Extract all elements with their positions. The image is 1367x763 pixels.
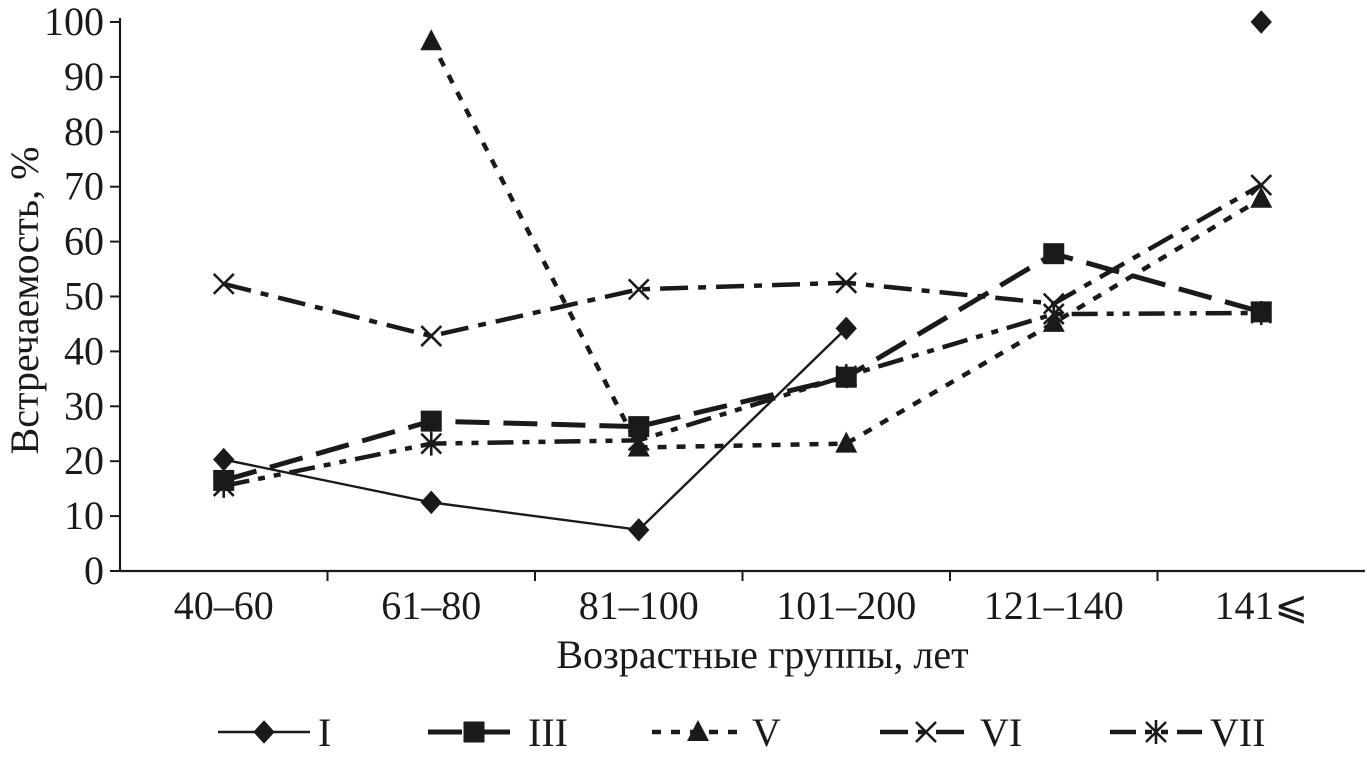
square-shape bbox=[420, 410, 442, 432]
point-VI-101–200 bbox=[835, 271, 858, 294]
point-VII-40–60 bbox=[212, 473, 235, 498]
legend-label-VI: VI bbox=[980, 710, 1022, 755]
square-shape bbox=[1043, 243, 1065, 265]
point-III-61–80 bbox=[420, 410, 442, 432]
triangle-shape bbox=[835, 431, 858, 453]
diamond-shape bbox=[835, 316, 857, 341]
asterisk-shape bbox=[212, 473, 235, 498]
diamond-shape bbox=[213, 447, 235, 472]
legend-item-I: I bbox=[218, 710, 331, 755]
asterisk-shape bbox=[1250, 300, 1273, 325]
legend-marker-I bbox=[253, 720, 275, 744]
series-line-III bbox=[223, 251, 1262, 483]
square-shape bbox=[628, 416, 650, 438]
asterisk-shape bbox=[1145, 720, 1167, 744]
asterisk-shape bbox=[835, 364, 858, 389]
series-layer bbox=[212, 10, 1273, 542]
y-tick-label: 20 bbox=[64, 438, 104, 483]
point-VII-141⩽ bbox=[1250, 300, 1273, 325]
y-tick-label: 100 bbox=[44, 0, 104, 44]
x-shape bbox=[420, 325, 443, 347]
x-ticks: 40–60 61–80 81–100 101–200 121–140 141⩽ bbox=[174, 571, 1308, 628]
y-tick-label: 40 bbox=[64, 328, 104, 373]
legend-marker-VII bbox=[1145, 720, 1167, 744]
y-tick-label: 60 bbox=[64, 219, 104, 264]
diamond-shape bbox=[628, 518, 650, 542]
asterisk-shape bbox=[420, 431, 443, 456]
y-tick-label: 80 bbox=[64, 109, 104, 154]
series-line-I bbox=[223, 327, 848, 532]
point-VII-61–80 bbox=[420, 431, 443, 456]
x-tick-label: 101–200 bbox=[776, 583, 916, 628]
point-VII-101–200 bbox=[835, 364, 858, 389]
y-ticks: 0 10 20 30 40 50 60 70 80 90 100 bbox=[44, 0, 120, 593]
asterisk-shape bbox=[627, 428, 650, 453]
point-I-81–100 bbox=[628, 518, 650, 542]
point-I-101–200 bbox=[835, 316, 857, 341]
point-I-141⩽ bbox=[1250, 10, 1272, 34]
series-line-VII bbox=[223, 310, 1262, 489]
diamond-shape bbox=[1250, 10, 1272, 34]
triangle-shape bbox=[1250, 186, 1273, 208]
triangle-shape bbox=[687, 720, 709, 741]
point-I-40–60 bbox=[213, 447, 235, 472]
asterisk-shape bbox=[1042, 302, 1065, 327]
legend-label-III: III bbox=[528, 710, 568, 755]
diamond-shape bbox=[420, 490, 442, 515]
diamond-shape bbox=[253, 720, 275, 744]
point-III-81–100 bbox=[628, 416, 650, 438]
point-VI-141⩽ bbox=[1250, 174, 1273, 196]
legend-item-III: III bbox=[428, 710, 568, 755]
series-line-V bbox=[429, 40, 1263, 450]
series-VII bbox=[212, 300, 1273, 498]
x-tick-label: 81–100 bbox=[579, 583, 699, 628]
point-VII-81–100 bbox=[627, 428, 650, 453]
point-III-121–140 bbox=[1043, 243, 1065, 265]
y-tick-label: 70 bbox=[64, 164, 104, 209]
legend-item-V: V bbox=[652, 710, 781, 755]
x-shape bbox=[835, 271, 858, 294]
y-tick-label: 10 bbox=[64, 493, 104, 538]
x-shape bbox=[1250, 174, 1273, 196]
legend-item-VI: VI bbox=[880, 710, 1022, 755]
y-tick-label: 0 bbox=[84, 548, 104, 593]
y-tick-label: 50 bbox=[64, 274, 104, 319]
x-tick-label: 141⩽ bbox=[1214, 583, 1308, 628]
series-VI bbox=[212, 174, 1273, 347]
legend-label-I: I bbox=[318, 710, 331, 755]
x-shape bbox=[915, 721, 937, 743]
x-tick-label: 40–60 bbox=[174, 583, 274, 628]
square-shape bbox=[463, 721, 485, 743]
x-axis-title: Возрастные группы, лет bbox=[556, 632, 968, 677]
legend-label-V: V bbox=[752, 710, 781, 755]
point-VI-61–80 bbox=[420, 325, 443, 347]
series-V bbox=[420, 29, 1273, 457]
legend-label-VII: VII bbox=[1210, 710, 1266, 755]
axes bbox=[118, 18, 1365, 573]
point-VI-81–100 bbox=[627, 278, 650, 301]
legend-marker-V bbox=[687, 720, 709, 741]
x-shape bbox=[212, 272, 235, 295]
series-line-VI bbox=[223, 183, 1263, 339]
x-tick-label: 61–80 bbox=[381, 583, 481, 628]
series-I bbox=[213, 10, 1272, 542]
point-VI-40–60 bbox=[212, 272, 235, 295]
x-tick-label: 121–140 bbox=[984, 583, 1124, 628]
point-V-61–80 bbox=[420, 29, 443, 51]
triangle-shape bbox=[420, 29, 443, 51]
legend: I III V VI VII bbox=[218, 710, 1266, 755]
y-tick-label: 30 bbox=[64, 383, 104, 428]
x-shape bbox=[627, 278, 650, 301]
y-tick-label: 90 bbox=[64, 54, 104, 99]
legend-marker-VI bbox=[915, 721, 937, 743]
y-axis-title: Встречаемость, % bbox=[2, 147, 47, 455]
point-V-101–200 bbox=[835, 431, 858, 453]
point-V-141⩽ bbox=[1250, 186, 1273, 208]
point-VII-121–140 bbox=[1042, 302, 1065, 327]
legend-item-VII: VII bbox=[1110, 710, 1266, 755]
legend-marker-III bbox=[463, 721, 485, 743]
point-I-61–80 bbox=[420, 490, 442, 515]
